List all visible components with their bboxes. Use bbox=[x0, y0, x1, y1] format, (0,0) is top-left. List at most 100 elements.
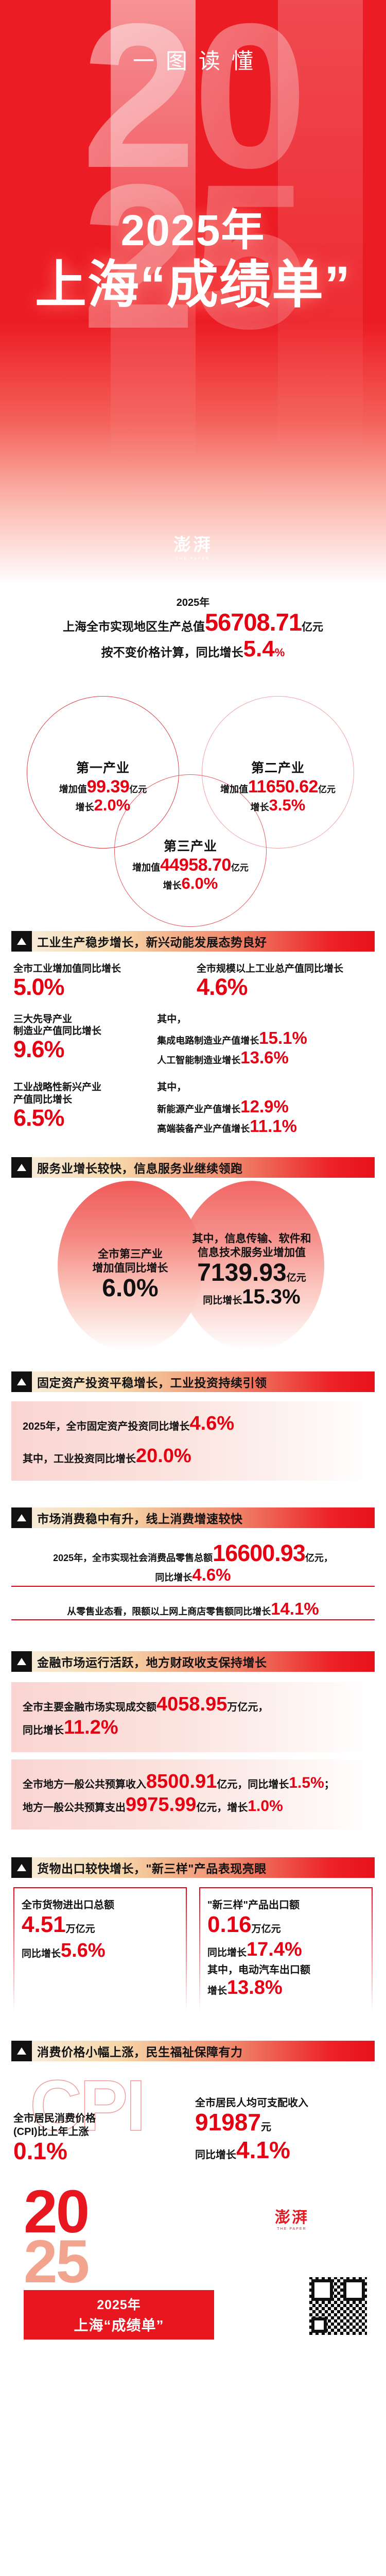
cpi-label-2: (CPI)比上年上涨 bbox=[13, 2126, 89, 2138]
ai-manufacturing-label: 人工智能制造业增长 bbox=[157, 1055, 241, 1065]
ic-manufacturing-row: 集成电路制造业产值增长 15.1% bbox=[157, 1029, 373, 1047]
footer-ghost-year-top: 20 bbox=[24, 2184, 90, 2246]
section-fixed-asset-investment: 固定资产投资平稳增长，工业投资持续引领 2025年，全市固定资产投资同比增长 4.… bbox=[0, 1371, 386, 1481]
industrial-detail-intro-1: 其中， bbox=[157, 1013, 187, 1025]
cpi-body: CPI 全市居民消费价格 (CPI)比上年上涨 0.1% 全市居民人均可支配收入… bbox=[0, 2061, 386, 2164]
strategic-emerging-industries: 工业战略性新兴产业 产值同比增长 6.5% bbox=[13, 1081, 150, 1134]
hero-title-line1: 2025年 bbox=[120, 206, 266, 255]
tertiary-industry-name: 第三产业 bbox=[163, 839, 217, 854]
fixed-asset-investment-label: 2025年，全市固定资产投资同比增长 bbox=[23, 1421, 190, 1433]
footer-the-paper-logo: 澎湃 THE PAPER bbox=[275, 2205, 309, 2231]
financial-turnover-growth-value: 11.2% bbox=[64, 1717, 118, 1739]
secondary-industry-value-row: 增加值 11650.62 亿元 bbox=[202, 778, 354, 795]
ellipse-tertiary-growth bbox=[58, 1181, 203, 1351]
info-services-label-1: 其中，信息传输、软件和 bbox=[192, 1233, 311, 1245]
retail-growth-label: 同比增长 bbox=[155, 1572, 192, 1583]
primary-industry-growth-row: 增长 2.0% bbox=[27, 796, 179, 814]
industrial-investment-row: 其中，工业投资同比增长 20.0% bbox=[23, 1446, 363, 1467]
info-services-stat: 其中，信息传输、软件和 信息技术服务业增加值 7139.93亿元 同比增长15.… bbox=[179, 1232, 324, 1308]
section-goods-export: 货物出口较快增长，"新三样"产品表现亮眼 全市货物进出口总额 4.51 万亿元 同… bbox=[0, 1857, 386, 2012]
cpi-stat: 全市居民消费价格 (CPI)比上年上涨 0.1% bbox=[13, 2074, 186, 2163]
banner-financial-market: 金融市场运行活跃，地方财政收支保持增长 bbox=[11, 1651, 375, 1672]
secondary-industry-growth-row: 增长 3.5% bbox=[202, 797, 354, 814]
hero-title: 2025年 上海“成绩单” bbox=[0, 206, 386, 315]
three-leading-industries: 三大先导产业 制造业产值同比增长 9.6% bbox=[13, 1013, 150, 1066]
financial-turnover-unit: 万亿元， bbox=[227, 1702, 269, 1714]
section-market-consumption: 市场消费稳中有升，线上消费增速较快 2025年，全市实现社会消费品零售总额 166… bbox=[0, 1507, 386, 1621]
footer-title-line1: 2025年 bbox=[97, 2298, 141, 2313]
budget-revenue-growth: 1.5% bbox=[289, 1774, 324, 1792]
import-export-growth-value: 5.6% bbox=[61, 1940, 106, 1962]
circle-secondary-industry bbox=[202, 696, 354, 849]
budget-revenue-value: 8500.91 bbox=[146, 1771, 217, 1793]
new-three-growth-value: 17.4% bbox=[247, 1939, 302, 1961]
fixed-asset-investment-value: 4.6% bbox=[189, 1413, 235, 1435]
industrial-stats-row-1: 全市工业增加值同比增长 5.0% 全市规模以上工业总产值同比增长 4.6% bbox=[0, 952, 386, 999]
ellipse-info-services bbox=[179, 1181, 324, 1351]
disposable-income-growth-label: 同比增长 bbox=[195, 2149, 237, 2161]
gdp-total-label: 上海全市实现地区生产总值 bbox=[62, 620, 205, 633]
retail-total-block: 2025年，全市实现社会消费品零售总额 16600.93 亿元， 同比增长 4.6% bbox=[11, 1541, 375, 1587]
circle-primary-industry bbox=[27, 696, 179, 849]
import-export-value-row: 4.51 万亿元 bbox=[22, 1912, 179, 1937]
qr-code[interactable] bbox=[308, 2276, 369, 2337]
import-export-growth-label: 同比增长 bbox=[22, 1948, 61, 1960]
new-three-growth-label: 同比增长 bbox=[207, 1947, 247, 1959]
footer-ghost-year-bottom: 25 bbox=[24, 2228, 90, 2296]
banner-industrial-production: 工业生产稳步增长，新兴动能发展态势良好 bbox=[11, 931, 375, 952]
circle-tertiary-industry bbox=[114, 774, 267, 927]
industrial-detail-intro-2: 其中， bbox=[157, 1082, 187, 1093]
banner-consumer-price-text: 消费价格小幅上涨，民生福祉保障有力 bbox=[37, 2045, 243, 2059]
finance-panel-budget: 全市地方一般公共预算收入 8500.91 亿元，同比增长 1.5%； 地方一般公共预算… bbox=[11, 1759, 375, 1830]
secondary-industry-growth-label: 增长 bbox=[250, 802, 269, 812]
tertiary-growth-stat: 全市第三产业 增加值同比增长 6.0% bbox=[58, 1248, 203, 1301]
info-services-value-row: 7139.93亿元 bbox=[179, 1260, 324, 1286]
section-industrial-production: 工业生产稳步增长，新兴动能发展态势良好 全市工业增加值同比增长 5.0% 全市规… bbox=[0, 931, 386, 1134]
financial-turnover-label: 全市主要金融市场实现成交额 bbox=[23, 1702, 156, 1714]
ic-manufacturing-value: 15.1% bbox=[259, 1028, 307, 1048]
the-paper-logo-zh: 澎湃 bbox=[173, 536, 213, 555]
disposable-income-value-row: 91987 元 bbox=[195, 2110, 373, 2135]
disposable-income-label: 全市居民人均可支配收入 bbox=[195, 2097, 309, 2109]
tertiary-industry-growth: 6.0% bbox=[181, 874, 218, 892]
gdp-growth-row: 按不变价格计算，同比增长 5.4% bbox=[12, 638, 374, 660]
primary-industry-growth-label: 增长 bbox=[75, 802, 94, 812]
primary-industry-unit: 亿元 bbox=[129, 785, 147, 794]
gdp-growth-label: 按不变价格计算，同比增长 bbox=[101, 646, 243, 659]
new-three-unit: 万亿元 bbox=[251, 1924, 281, 1935]
triangle-icon bbox=[11, 1507, 32, 1529]
gdp-year: 2025年 bbox=[176, 597, 210, 608]
primary-industry-stat: 第一产业 增加值 99.39 亿元 增长 2.0% bbox=[27, 758, 179, 814]
footer-logo-en: THE PAPER bbox=[277, 2227, 307, 2231]
industrial-investment-label: 其中，工业投资同比增长 bbox=[23, 1453, 136, 1465]
secondary-industry-name: 第二产业 bbox=[251, 761, 305, 775]
hero-title-line2: 上海“成绩单” bbox=[35, 256, 351, 314]
banner-service-industry: 服务业增长较快，信息服务业继续领跑 bbox=[11, 1157, 375, 1178]
import-export-card: 全市货物进出口总额 4.51 万亿元 同比增长 5.6% bbox=[13, 1887, 187, 2012]
section-financial-market: 金融市场运行活跃，地方财政收支保持增长 全市主要金融市场实现成交额 4058.95… bbox=[0, 1651, 386, 1830]
fixed-asset-investment-row: 2025年，全市固定资产投资同比增长 4.6% bbox=[23, 1414, 363, 1435]
new-three-label: "新三样"产品出口额 bbox=[207, 1900, 300, 1911]
budget-expenditure-growth: 1.0% bbox=[248, 1798, 283, 1815]
gdp-total-value: 56708.71 bbox=[204, 608, 302, 636]
industrial-added-value: 全市工业增加值同比增长 5.0% bbox=[13, 963, 189, 999]
tertiary-industry-growth-row: 增长 6.0% bbox=[114, 874, 267, 892]
retail-growth-value: 4.6% bbox=[192, 1565, 231, 1585]
retail-total-unit: 亿元， bbox=[305, 1553, 333, 1564]
gdp-headline: 2025年 上海全市实现地区生产总值 56708.71 亿元 按不变价格计算，同比增… bbox=[0, 585, 386, 663]
budget-revenue-row: 全市地方一般公共预算收入 8500.91 亿元，同比增长 1.5%； bbox=[23, 1772, 363, 1793]
ev-export-growth-value: 13.8% bbox=[227, 1977, 283, 1999]
industrial-added-value-number: 5.0% bbox=[13, 973, 65, 1000]
banner-fixed-asset-investment: 固定资产投资平稳增长，工业投资持续引领 bbox=[11, 1371, 375, 1393]
info-services-unit: 亿元 bbox=[286, 1272, 306, 1283]
new-three-value-row: 0.16 万亿元 bbox=[207, 1912, 364, 1937]
card-top-rule bbox=[13, 1887, 187, 1889]
import-export-growth-row: 同比增长 5.6% bbox=[22, 1940, 179, 1962]
online-retail-block: 从零售业态看，限额以上网上商店零售额同比增长 14.1% bbox=[11, 1600, 375, 1621]
primary-industry-growth: 2.0% bbox=[94, 796, 131, 814]
three-leading-industries-label-a: 三大先导产业 bbox=[13, 1013, 73, 1025]
section-service-industry: 服务业增长较快，信息服务业继续领跑 全市第三产业 增加值同比增长 6.0% 其中… bbox=[0, 1157, 386, 1351]
info-services-label-2: 信息技术服务业增加值 bbox=[198, 1247, 306, 1259]
three-leading-industries-value: 9.6% bbox=[13, 1036, 65, 1063]
hero-kicker: 一图读懂 bbox=[132, 49, 265, 73]
